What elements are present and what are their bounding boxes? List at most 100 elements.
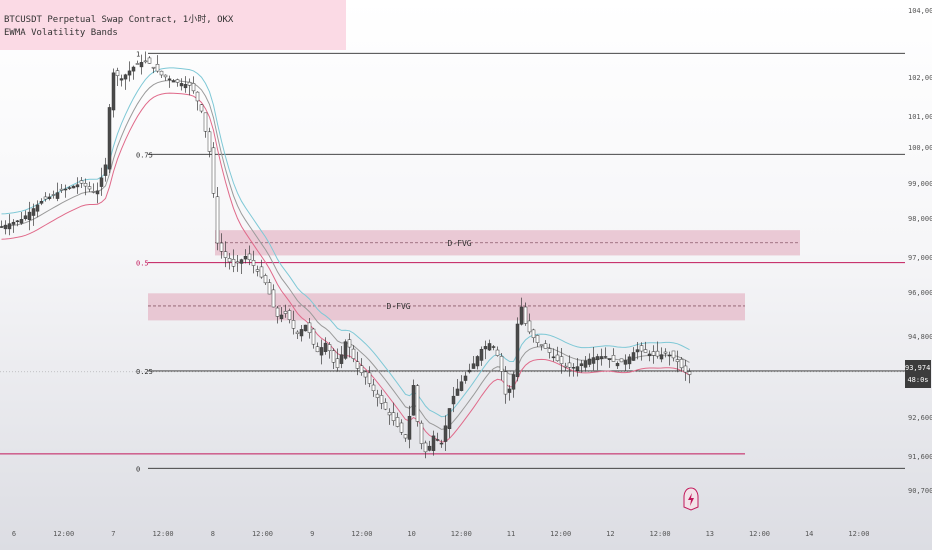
candle-body xyxy=(659,354,664,360)
candle-body xyxy=(259,266,264,278)
time-tick-label: 9 xyxy=(310,530,314,538)
candle-body xyxy=(375,393,380,398)
candle-body xyxy=(467,369,472,373)
legend-panel: BTCUSDT Perpetual Swap Contract, 1小时, OK… xyxy=(0,0,346,50)
candle-body xyxy=(95,190,100,195)
candle-body xyxy=(543,343,548,349)
candle-body xyxy=(27,211,32,221)
candle-body xyxy=(675,359,680,362)
candle-body xyxy=(215,196,220,244)
candle-body xyxy=(0,226,4,228)
fvg-label: D-FVG xyxy=(448,239,472,248)
candle-body xyxy=(3,224,8,230)
candle-body xyxy=(287,310,292,320)
candle-body xyxy=(571,367,576,369)
candle-body xyxy=(643,349,648,353)
candle-body xyxy=(587,358,592,365)
candle-body xyxy=(271,289,276,308)
time-tick-label: 12:00 xyxy=(351,530,372,538)
candle-body xyxy=(647,353,652,357)
candle-body xyxy=(451,395,456,405)
candle-body xyxy=(527,320,532,333)
candle-body xyxy=(103,164,108,176)
fvg-label: D-FVG xyxy=(387,302,411,311)
candle-body xyxy=(19,219,24,224)
candle-body xyxy=(135,63,140,65)
candle-body xyxy=(495,349,500,356)
candle-body xyxy=(487,343,492,351)
candle-body xyxy=(523,306,528,324)
price-tick-label: 97,000.0 xyxy=(908,254,932,262)
candle-body xyxy=(547,348,552,353)
candle-body xyxy=(175,79,180,83)
candle-body xyxy=(399,422,404,433)
candle-body xyxy=(151,66,156,69)
candle-body xyxy=(443,425,448,442)
candle-body xyxy=(263,275,268,284)
candle-body xyxy=(439,442,444,445)
time-tick-label: 10 xyxy=(407,530,415,538)
candle-body xyxy=(307,322,312,333)
candle-body xyxy=(491,346,496,348)
candle-body xyxy=(531,329,536,338)
ewma-lower-band xyxy=(1,92,690,443)
price-tick-label: 96,000.0 xyxy=(908,289,932,297)
lightning-bolt-icon[interactable] xyxy=(683,487,699,511)
indicator-title: EWMA Volatility Bands xyxy=(4,28,118,38)
candle-body xyxy=(199,104,204,112)
time-tick-label: 12:00 xyxy=(252,530,273,538)
candle-body xyxy=(119,78,124,81)
candle-body xyxy=(183,84,188,89)
candle-body xyxy=(603,356,608,358)
candle-body xyxy=(555,354,560,362)
candle-body xyxy=(411,385,416,416)
candle-body xyxy=(347,339,352,348)
candle-body xyxy=(91,191,96,193)
candle-body xyxy=(163,74,168,78)
candle-body xyxy=(303,324,308,332)
price-tick-label: 92,600.0 xyxy=(908,414,932,422)
time-tick-label: 12:00 xyxy=(650,530,671,538)
candle-body xyxy=(559,356,564,364)
candle-body xyxy=(291,320,296,329)
price-tick-label: 101,000.0 xyxy=(908,113,932,121)
candle-body xyxy=(615,363,620,367)
candle-body xyxy=(247,253,252,260)
candle-body xyxy=(651,351,656,356)
candle-body xyxy=(35,204,40,212)
last-price-badge: 93,974.1 48:0s xyxy=(905,360,932,388)
time-tick-label: 6 xyxy=(12,530,16,538)
candle-body xyxy=(679,359,684,369)
time-tick-label: 14 xyxy=(805,530,813,538)
candle-body xyxy=(499,356,504,372)
candle-body xyxy=(479,348,484,361)
candle-body xyxy=(231,259,236,267)
candle-body xyxy=(455,388,460,396)
candle-body xyxy=(355,361,360,369)
candle-body xyxy=(11,221,16,225)
candle-body xyxy=(535,335,540,344)
candle-body xyxy=(59,188,64,191)
candle-body xyxy=(211,147,216,194)
candle-body xyxy=(195,91,200,102)
candle-body xyxy=(279,314,284,320)
candle-body xyxy=(275,307,280,317)
candle-body xyxy=(623,360,628,365)
candle-body xyxy=(631,352,636,361)
candle-body xyxy=(67,187,72,189)
price-tick-label: 99,000.0 xyxy=(908,180,932,188)
candle-body xyxy=(667,354,672,357)
candle-body xyxy=(583,360,588,368)
price-tick-label: 104,000.0 xyxy=(908,7,932,15)
price-tick-label: 98,000.0 xyxy=(908,215,932,223)
price-tick-label: 94,800.0 xyxy=(908,333,932,341)
candle-body xyxy=(359,365,364,373)
candle-body xyxy=(351,348,356,359)
candle-body xyxy=(31,208,36,216)
symbol-title: BTCUSDT Perpetual Swap Contract, 1小时, OK… xyxy=(4,15,234,25)
candle-body xyxy=(331,350,336,363)
candle-body xyxy=(511,374,516,390)
candle-body xyxy=(383,402,388,410)
candle-body xyxy=(471,363,476,369)
